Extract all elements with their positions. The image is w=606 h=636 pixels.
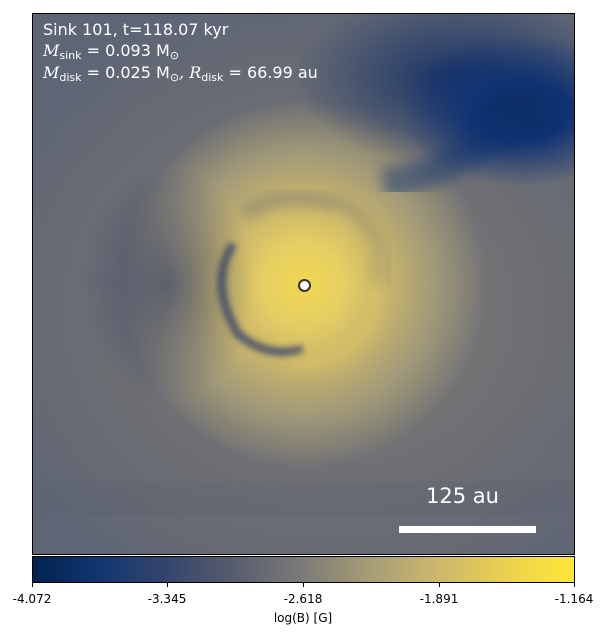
scale-bar-label: 125 au [426,484,499,508]
colorbar-tick [303,583,304,587]
magnetic-field-map: Sink 101, t=118.07 kyr Msink = 0.093 M⊙ … [32,13,575,555]
disk-mass-value: = 0.025 M [81,63,170,82]
solar-symbol: ⊙ [169,49,180,62]
colorbar-tick-label: -1.164 [554,592,594,606]
colorbar-tick [32,583,33,587]
field-structure-overlay [33,91,574,542]
dark-filament-northeast [380,91,574,199]
disk-properties-label: Mdisk = 0.025 M⊙, Rdisk = 66.99 au [43,63,318,88]
dark-spiral-arm [217,241,305,357]
disk-mass-symbol: M [43,63,60,82]
colorbar-tick [167,583,168,587]
colorbar-tick [574,583,575,587]
sink-mass-symbol: M [43,41,60,60]
disk-radius-subscript: disk [201,71,224,84]
scale-bar [399,526,536,533]
colorbar-tick-label: -1.891 [419,592,459,606]
colorbar-tick-label: -3.345 [147,592,187,606]
sink-time-label: Sink 101, t=118.07 kyr [43,20,229,39]
disk-radius-value: = 66.99 au [223,63,318,82]
solar-symbol: ⊙ [169,71,180,84]
sink-mass-subscript: sink [59,49,82,62]
sink-mass-label: Msink = 0.093 M⊙ [43,41,179,66]
colorbar-tick-label: -4.072 [12,592,52,606]
disk-mass-subscript: disk [59,71,82,84]
sink-mass-value: = 0.093 M [81,41,170,60]
outer-envelope-south [33,454,574,542]
colorbar-label: log(B) [G] [273,611,333,625]
sink-particle-marker [298,279,311,292]
disk-radius-symbol: , R [179,63,202,82]
bright-spiral-arm [292,205,387,373]
colorbar-tick-label: -2.618 [283,592,323,606]
colorbar-tick [439,583,440,587]
colorbar [32,556,575,583]
